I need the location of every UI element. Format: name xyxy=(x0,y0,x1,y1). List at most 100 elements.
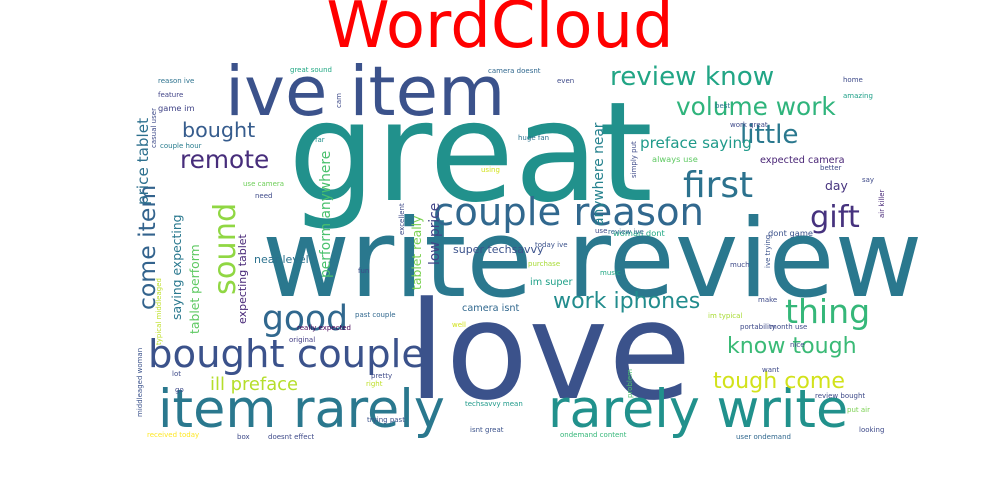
word-casual-user: casual user xyxy=(150,108,158,148)
word-anywhere-near: anywhere near xyxy=(591,122,607,226)
word-middleaged-woman: middleaged woman xyxy=(136,348,144,417)
word-purchase: purchase xyxy=(528,260,560,268)
word-amazing: amazing xyxy=(843,92,873,100)
word-portability: portability xyxy=(740,323,776,331)
word-looking: looking xyxy=(859,426,884,434)
word-item-rarely: item rarely xyxy=(158,379,445,440)
word-gift: gift xyxy=(810,200,860,235)
word-review-ive: review ive xyxy=(608,228,644,236)
word-use-camera: use camera xyxy=(243,180,284,188)
word-typical-middleaged: typical middleaged xyxy=(155,278,163,345)
word-expecting-tablet: expecting tablet xyxy=(236,233,249,324)
word-little: little xyxy=(740,120,798,150)
word-saying-expecting: saying expecting xyxy=(169,214,184,320)
word-doesnt-effect: doesnt effect xyxy=(268,433,314,441)
word-using: using xyxy=(481,166,500,174)
word-great: great xyxy=(288,72,653,233)
word-reason-ive: reason ive xyxy=(158,77,194,85)
word-box: box xyxy=(237,433,250,441)
word-really-expected: really expected xyxy=(297,324,351,332)
word-nice: nice xyxy=(790,341,805,349)
word-remote: remote xyxy=(180,145,269,174)
word-today-ive: today ive xyxy=(535,241,568,249)
word-lot: lot xyxy=(172,370,181,378)
word-camera-isnt: camera isnt xyxy=(462,303,520,314)
word-ive-item: ive item xyxy=(225,52,505,132)
word-original: original xyxy=(289,336,315,344)
word-much: much xyxy=(730,261,750,269)
word-need: need xyxy=(255,192,273,200)
word-month-use: month use xyxy=(770,323,807,331)
word-put-air: put air xyxy=(847,406,870,414)
word-price-tablet: price tablet xyxy=(134,118,152,205)
word-feature: feature xyxy=(158,91,183,99)
word-isnt-great: isnt great xyxy=(470,426,504,434)
word-problem: problem xyxy=(626,369,634,398)
word-review-know: review know xyxy=(610,62,774,92)
word-past-couple: past couple xyxy=(355,311,396,319)
word-ill-preface: ill preface xyxy=(210,374,298,395)
word-use: use xyxy=(595,227,607,235)
word-far: far xyxy=(315,136,325,144)
word-write-review: write review xyxy=(262,197,923,322)
word-cam: cam xyxy=(335,93,343,108)
word-even: even xyxy=(557,77,574,85)
word-ive-trying: ive trying xyxy=(764,235,772,268)
word-huge-fan: huge fan xyxy=(518,134,549,142)
word-perform-anywhere: perform anywhere xyxy=(318,151,334,278)
word-woman-dont: woman dont xyxy=(613,228,666,238)
word-day: day xyxy=(825,178,848,193)
word-best: best xyxy=(715,102,730,110)
word-dont-game: dont game xyxy=(768,228,813,238)
word-tablet-perform: tablet perform xyxy=(187,244,202,334)
word-preface-saying: preface saying xyxy=(640,134,752,152)
word-trying-past: trying past xyxy=(367,416,405,424)
word-im-super: im super xyxy=(530,277,573,288)
word-bought: bought xyxy=(182,118,255,142)
word-im-typical: im typical xyxy=(708,312,742,320)
word-review-bought: review bought xyxy=(815,392,865,400)
word-always-use: always use xyxy=(652,154,698,164)
word-sound: sound xyxy=(208,203,243,295)
word-music: music xyxy=(600,269,621,277)
word-make: make xyxy=(758,296,777,304)
word-couple-reason: couple reason xyxy=(433,190,704,235)
word-camera-doesnt: camera doesnt xyxy=(488,67,541,75)
word-love: love xyxy=(408,273,691,430)
word-techsavvy-mean: techsavvy mean xyxy=(465,400,523,408)
word-bought-couple: bought couple xyxy=(148,332,425,377)
word-rarely-write: rarely write xyxy=(548,379,848,440)
word-expected-camera: expected camera xyxy=(760,155,845,166)
word-fun: fun xyxy=(358,267,369,275)
word-pretty: pretty xyxy=(371,372,392,380)
word-tough-come: tough come xyxy=(713,368,845,394)
word-home: home xyxy=(843,76,863,84)
word-come-item: come item xyxy=(133,185,161,310)
word-first: first xyxy=(683,165,753,206)
word-low-price: low price xyxy=(427,203,443,265)
word-go: go xyxy=(175,386,184,394)
word-ondemand-content: ondemand content xyxy=(560,431,627,439)
word-super-techsavvy: super techsavvy xyxy=(453,243,544,256)
word-near-level: near level xyxy=(254,253,309,266)
word-good: good xyxy=(262,299,348,339)
word-user-ondemand: user ondemand xyxy=(736,433,791,441)
word-work-iphones: work iphones xyxy=(553,288,700,314)
word-well: well xyxy=(452,321,466,329)
word-received-today: received today xyxy=(147,431,199,439)
word-work-great: work great xyxy=(730,121,768,129)
word-excellent: excellent xyxy=(398,203,406,235)
word-air-killer: air killer xyxy=(878,189,886,218)
word-tablet-really: tablet really xyxy=(409,216,424,290)
word-say: say xyxy=(862,176,874,184)
word-want: want xyxy=(762,366,779,374)
word-couple-hour: couple hour xyxy=(160,142,202,150)
word-simply-put: simply put xyxy=(630,141,638,178)
chart-title: WordCloud xyxy=(326,0,674,63)
word-right: right xyxy=(366,380,383,388)
word-game-im: game im xyxy=(158,103,195,113)
word-know-tough: know tough xyxy=(727,333,857,359)
word-better: better xyxy=(820,164,842,172)
word-volume-work: volume work xyxy=(676,92,836,121)
